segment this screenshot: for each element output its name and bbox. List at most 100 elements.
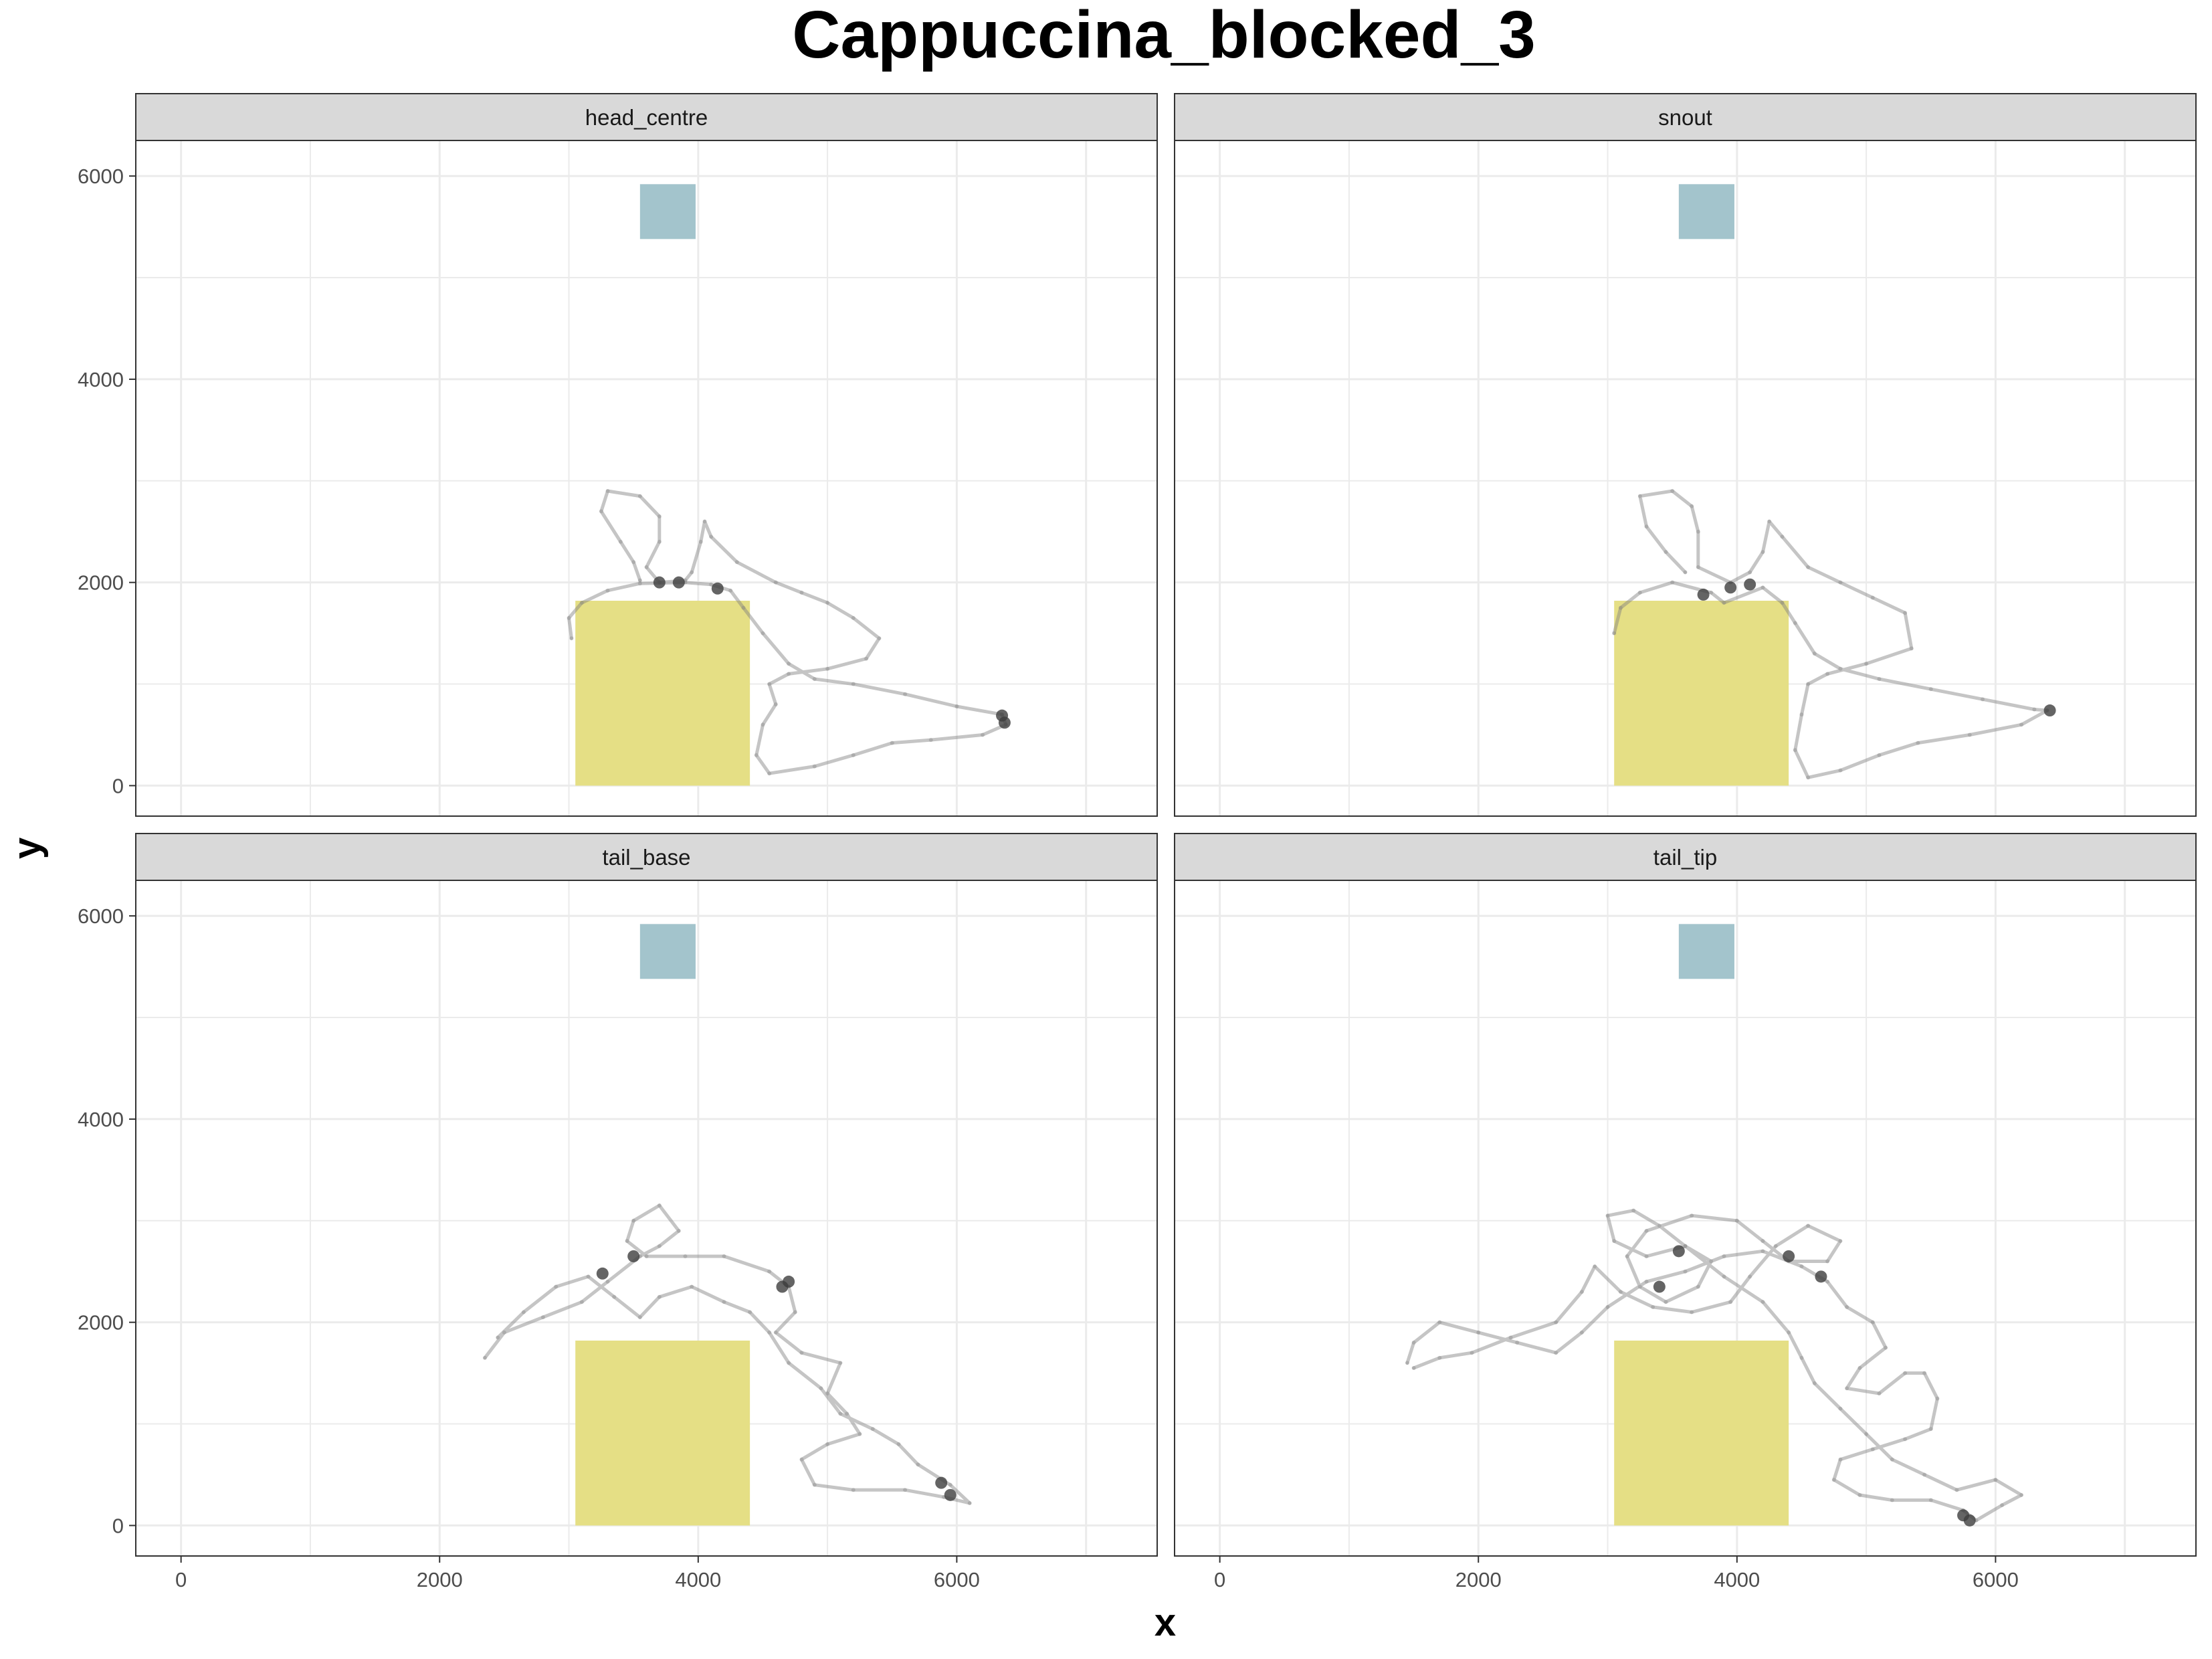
- trajectory-point: [1806, 1224, 1811, 1228]
- dwell-point: [1672, 1245, 1685, 1258]
- trajectory-path: [1405, 1209, 2023, 1523]
- y-tick-label: 4000: [78, 1108, 124, 1131]
- trajectory-point: [1515, 1341, 1520, 1345]
- trajectory-point: [1761, 1300, 1765, 1304]
- x-tick-label: 4000: [675, 1568, 721, 1591]
- trajectory-point: [903, 692, 908, 696]
- trajectory-point: [1928, 687, 1933, 692]
- trajectory-point: [734, 560, 739, 565]
- trajectory-point: [618, 539, 623, 544]
- trajectory-point: [954, 704, 959, 708]
- trajectory-point: [754, 753, 759, 757]
- trajectory-point: [1799, 1355, 1804, 1360]
- trajectory-point: [676, 1228, 681, 1233]
- trajectory-point: [1593, 1264, 1597, 1269]
- trajectory-point: [1734, 1218, 1739, 1223]
- trajectory-point: [1890, 1498, 1894, 1502]
- trajectory-point: [1838, 666, 1843, 671]
- trajectory-point: [1884, 1345, 1888, 1350]
- trajectory-point: [1845, 1386, 1849, 1391]
- x-axis-label: x: [1154, 1601, 1176, 1644]
- y-tick-label: 6000: [78, 165, 124, 188]
- trajectory-point: [1664, 1300, 1668, 1304]
- y-axis-label: y: [5, 838, 49, 859]
- trajectory-point: [767, 1330, 772, 1335]
- trajectory-point: [1799, 1264, 1804, 1269]
- dwell-point: [1744, 578, 1756, 591]
- trajectory-point: [1787, 1330, 1791, 1335]
- trajectory-point: [799, 590, 804, 595]
- trajectory-point: [1793, 621, 1797, 625]
- dwell-point: [1815, 1270, 1827, 1283]
- trajectory-point: [698, 539, 703, 544]
- x-tick-label: 6000: [934, 1568, 980, 1591]
- dwell-point: [944, 1488, 957, 1501]
- y-tick-label: 2000: [78, 1311, 124, 1335]
- trajectory-point: [773, 702, 778, 706]
- trajectory-point: [1903, 1371, 1908, 1375]
- trajectory-point: [579, 601, 584, 605]
- trajectory-point: [1644, 1254, 1649, 1258]
- trajectory-point: [631, 1218, 636, 1223]
- trajectory-point: [1870, 595, 1875, 600]
- y-tick-label: 0: [112, 774, 124, 797]
- trajectory-point: [1722, 1254, 1726, 1258]
- trajectory-point: [1670, 488, 1675, 493]
- trajectory-point: [1761, 550, 1765, 555]
- trajectory-point: [1857, 1366, 1862, 1371]
- trajectory-point: [773, 580, 778, 585]
- trajectory-point: [1631, 1208, 1636, 1213]
- dwell-point: [1783, 1250, 1795, 1262]
- trajectory-point: [482, 1355, 487, 1360]
- trajectory-point: [748, 1310, 752, 1314]
- trajectory-point: [605, 588, 610, 593]
- trajectory-point: [1903, 611, 1908, 615]
- trajectory-point: [1579, 1290, 1584, 1294]
- panel-border: [135, 140, 1158, 817]
- trajectory-point: [825, 601, 830, 605]
- trajectory-point: [928, 738, 933, 743]
- trajectory-point: [1761, 1239, 1765, 1244]
- trajectory-point: [903, 1488, 908, 1492]
- trajectory-point: [1935, 1396, 1940, 1401]
- trajectory-point: [1683, 570, 1688, 575]
- trajectory-point: [1857, 1492, 1862, 1497]
- x-tick-label: 6000: [1973, 1568, 2019, 1591]
- trajectory-point: [722, 1254, 726, 1258]
- trajectory-point: [1780, 601, 1785, 605]
- trajectory-point: [1637, 590, 1642, 595]
- zone-yellow: [575, 601, 750, 786]
- trajectory-point: [845, 1411, 849, 1416]
- dwell-point: [711, 582, 724, 595]
- trajectory-point: [709, 534, 714, 539]
- trajectory-point: [657, 1294, 662, 1299]
- trajectory-point: [496, 1335, 500, 1340]
- trajectory-point: [1437, 1355, 1442, 1360]
- trajectory-point: [1864, 1432, 1869, 1436]
- trajectory-point: [1812, 651, 1817, 656]
- trajectory-point: [799, 1457, 804, 1462]
- trajectory-point: [1508, 1335, 1513, 1340]
- facet-strip-label: tail_tip: [1653, 845, 1717, 870]
- trajectory-point: [812, 764, 817, 769]
- facet-strip-label: snout: [1658, 105, 1712, 130]
- trajectory-point: [1683, 1269, 1688, 1274]
- trajectory-point: [916, 1462, 920, 1467]
- trajectory-point: [896, 1442, 901, 1446]
- trajectory-point: [851, 753, 856, 757]
- trajectory-point: [1748, 1274, 1752, 1279]
- trajectory-point: [690, 570, 694, 575]
- facet-strip: [135, 833, 1158, 881]
- trajectory-point: [1773, 1244, 1778, 1248]
- trajectory-point: [851, 1488, 856, 1492]
- trajectory-point: [767, 682, 772, 686]
- trajectory-point: [1793, 748, 1797, 753]
- trajectory-point: [1690, 1213, 1694, 1218]
- trajectory-point: [1637, 494, 1642, 498]
- facet-panel: tail_tip 0 2000 4000 6000: [1174, 833, 2197, 1591]
- chart-title: Cappuccina_blocked_3: [792, 0, 1536, 72]
- trajectory-point: [1683, 1244, 1688, 1248]
- dwell-point: [2043, 704, 2056, 717]
- dwell-point: [596, 1267, 609, 1280]
- trajectory-point: [1890, 1457, 1894, 1462]
